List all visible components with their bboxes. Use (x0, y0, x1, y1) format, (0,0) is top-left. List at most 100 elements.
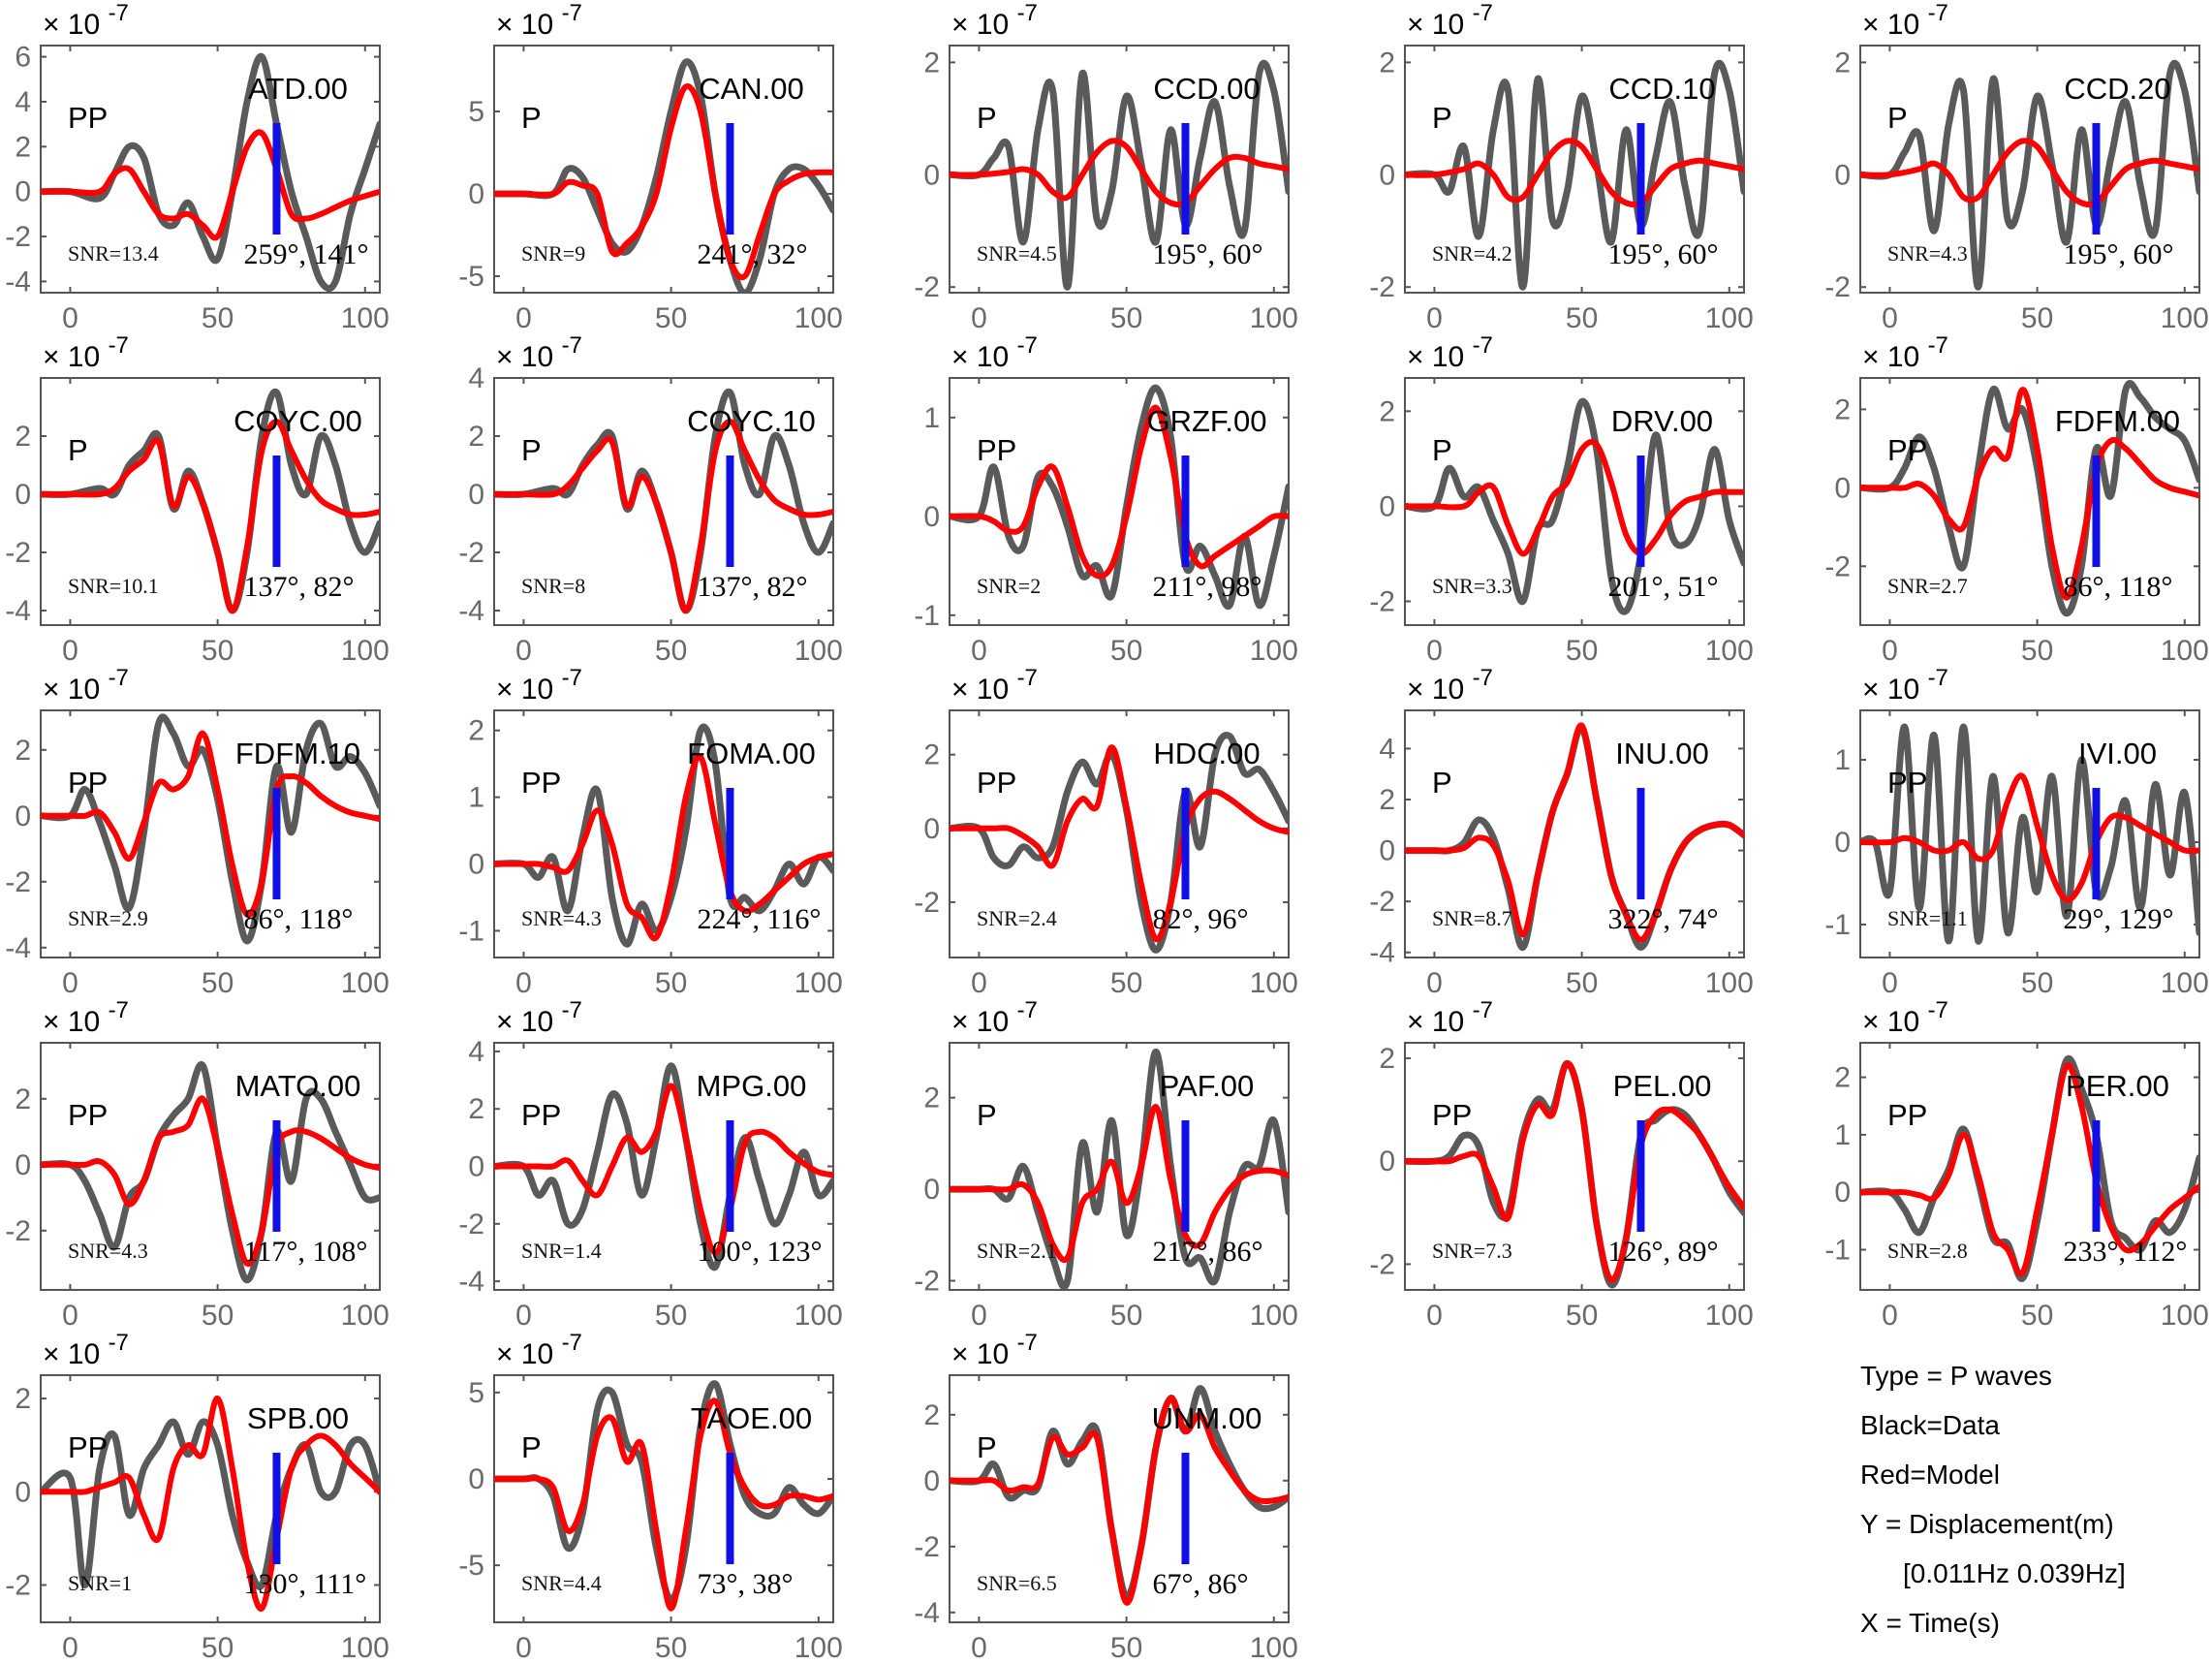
y-tick-label: 4 (1379, 733, 1395, 765)
angle-label: 201°, 51° (1607, 571, 1718, 603)
window-marker (1636, 455, 1645, 567)
x-tick-label: 0 (971, 302, 987, 334)
phase-label: PP (68, 1430, 108, 1464)
phase-label: PP (977, 433, 1016, 467)
model-trace (1405, 438, 1744, 557)
x-tick-label: 0 (62, 302, 78, 334)
y-tick-label: 2 (468, 715, 484, 747)
phase-label: P (977, 1430, 997, 1464)
axes-box (949, 45, 1290, 294)
y-tick-label: 0 (1379, 490, 1395, 522)
angle-label: 67°, 86° (1152, 1568, 1248, 1600)
x-tick-label: 50 (202, 302, 234, 334)
x-tick-label: 50 (655, 635, 687, 667)
axis-multiplier: × 10 -7 (951, 997, 1038, 1038)
panel-paf-00: × 10 -7 0 50 100 -2 0 2 P PAF.00 SNR=2.1 217°, 86° (914, 997, 1298, 1332)
snr-label: SNR=1.4 (521, 1239, 602, 1263)
axis-multiplier: × 10 -7 (1862, 0, 1948, 41)
phase-label: P (977, 101, 997, 135)
x-tick-label: 50 (2021, 1300, 2053, 1332)
axis-multiplier: × 10 -7 (43, 0, 129, 41)
snr-label: SNR=4.3 (521, 906, 602, 930)
panel-coyc-00: × 10 -7 0 50 100 -4 -2 0 2 P COYC.00 SNR=10.1 137°,… (5, 332, 389, 667)
phase-label: PP (1887, 433, 1927, 467)
y-tick-label: -4 (914, 1597, 940, 1629)
y-tick-label: 2 (468, 421, 484, 453)
legend-line: Type = P waves (1860, 1361, 2052, 1391)
angle-label: 195°, 60° (1607, 238, 1718, 270)
angle-label: 29°, 129° (2063, 903, 2173, 935)
phase-label: P (521, 433, 542, 467)
snr-label: SNR=9 (521, 241, 585, 266)
y-tick-label: 0 (468, 178, 484, 210)
station-label: CCD.10 (1608, 72, 1715, 106)
y-tick-label: 2 (15, 1383, 31, 1415)
y-tick-label: 2 (1379, 395, 1395, 427)
x-tick-label: 50 (1566, 302, 1598, 334)
y-tick-label: -2 (914, 1531, 940, 1563)
y-tick-label: 2 (1379, 47, 1395, 78)
x-tick-label: 0 (1426, 1300, 1443, 1332)
axis-multiplier: × 10 -7 (1407, 0, 1493, 41)
data-trace (950, 1385, 1289, 1600)
y-tick-label: -1 (1824, 909, 1851, 941)
snr-label: SNR=2.7 (1887, 574, 1968, 598)
angle-label: 241°, 32° (697, 238, 807, 270)
window-marker (2092, 1120, 2101, 1232)
data-trace (1405, 397, 1744, 615)
y-tick-label: 0 (923, 501, 940, 533)
snr-label: SNR=2 (977, 574, 1041, 598)
window-marker (1181, 455, 1190, 567)
y-tick-label: 2 (15, 131, 31, 163)
x-tick-label: 0 (515, 302, 532, 334)
y-tick-label: 4 (468, 362, 484, 394)
y-tick-label: 0 (1379, 1146, 1395, 1177)
legend-line: Y = Displacement(m) (1860, 1509, 2114, 1539)
y-tick-label: -2 (914, 1266, 940, 1298)
panel-pel-00: × 10 -7 0 50 100 -2 0 2 PP PEL.00 SNR=7.3 126°, 89… (1369, 997, 1754, 1332)
x-tick-label: 100 (794, 635, 843, 667)
x-tick-label: 50 (1110, 1632, 1142, 1659)
axis-multiplier: × 10 -7 (951, 665, 1038, 706)
model-trace (1405, 722, 1744, 943)
window-marker (1181, 123, 1190, 235)
x-tick-label: 100 (341, 302, 389, 334)
y-tick-label: 2 (468, 1093, 484, 1125)
model-trace (494, 1083, 833, 1256)
panel-mato-00: × 10 -7 0 50 100 -2 0 2 PP MATO.00 SNR=4.3 117°, 1… (5, 997, 389, 1332)
x-tick-label: 50 (202, 1300, 234, 1332)
y-tick-label: 1 (468, 782, 484, 814)
axis-multiplier: × 10 -7 (1407, 665, 1493, 706)
y-tick-label: -4 (458, 1266, 484, 1298)
angle-label: 259°, 141° (243, 238, 368, 270)
snr-label: SNR=13.4 (68, 241, 159, 266)
station-label: DRV.00 (1611, 404, 1713, 438)
axis-multiplier: × 10 -7 (496, 332, 582, 373)
phase-label: PP (1887, 1098, 1927, 1132)
phase-label: PP (1887, 766, 1927, 800)
station-label: SPB.00 (247, 1401, 349, 1435)
y-tick-label: 0 (15, 801, 31, 832)
x-tick-label: 0 (971, 635, 987, 667)
x-tick-label: 50 (1566, 1300, 1598, 1332)
model-trace (1860, 772, 2199, 903)
model-trace (950, 138, 1289, 208)
axis-multiplier: × 10 -7 (1862, 332, 1948, 373)
window-marker (1636, 123, 1645, 235)
snr-label: SNR=10.1 (68, 574, 159, 598)
station-label: PAF.00 (1160, 1069, 1255, 1103)
window-marker (726, 123, 734, 235)
x-tick-label: 0 (971, 1632, 987, 1659)
snr-label: SNR=2.9 (68, 906, 148, 930)
model-trace (41, 1095, 380, 1267)
window-marker (726, 1453, 734, 1564)
y-tick-label: -5 (458, 261, 484, 293)
y-tick-label: 0 (923, 159, 940, 191)
station-label: HDC.00 (1153, 737, 1260, 770)
phase-label: PP (521, 766, 561, 800)
data-trace (41, 1418, 380, 1590)
model-trace (950, 1104, 1289, 1263)
y-tick-label: 0 (923, 1465, 940, 1497)
y-tick-label: -4 (5, 595, 31, 627)
